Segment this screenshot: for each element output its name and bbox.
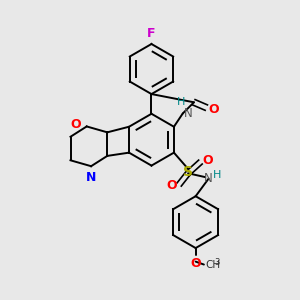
Text: N: N [184,107,193,120]
Text: N: N [86,171,96,184]
Text: O: O [203,154,213,167]
Text: H: H [177,97,185,107]
Text: CH: CH [205,260,220,270]
Text: O: O [166,179,177,192]
Text: N: N [204,172,213,185]
Text: S: S [183,165,193,179]
Text: O: O [190,257,201,271]
Text: O: O [71,118,81,131]
Text: F: F [147,27,156,40]
Text: O: O [209,103,219,116]
Text: 3: 3 [214,258,220,267]
Text: H: H [213,170,221,180]
